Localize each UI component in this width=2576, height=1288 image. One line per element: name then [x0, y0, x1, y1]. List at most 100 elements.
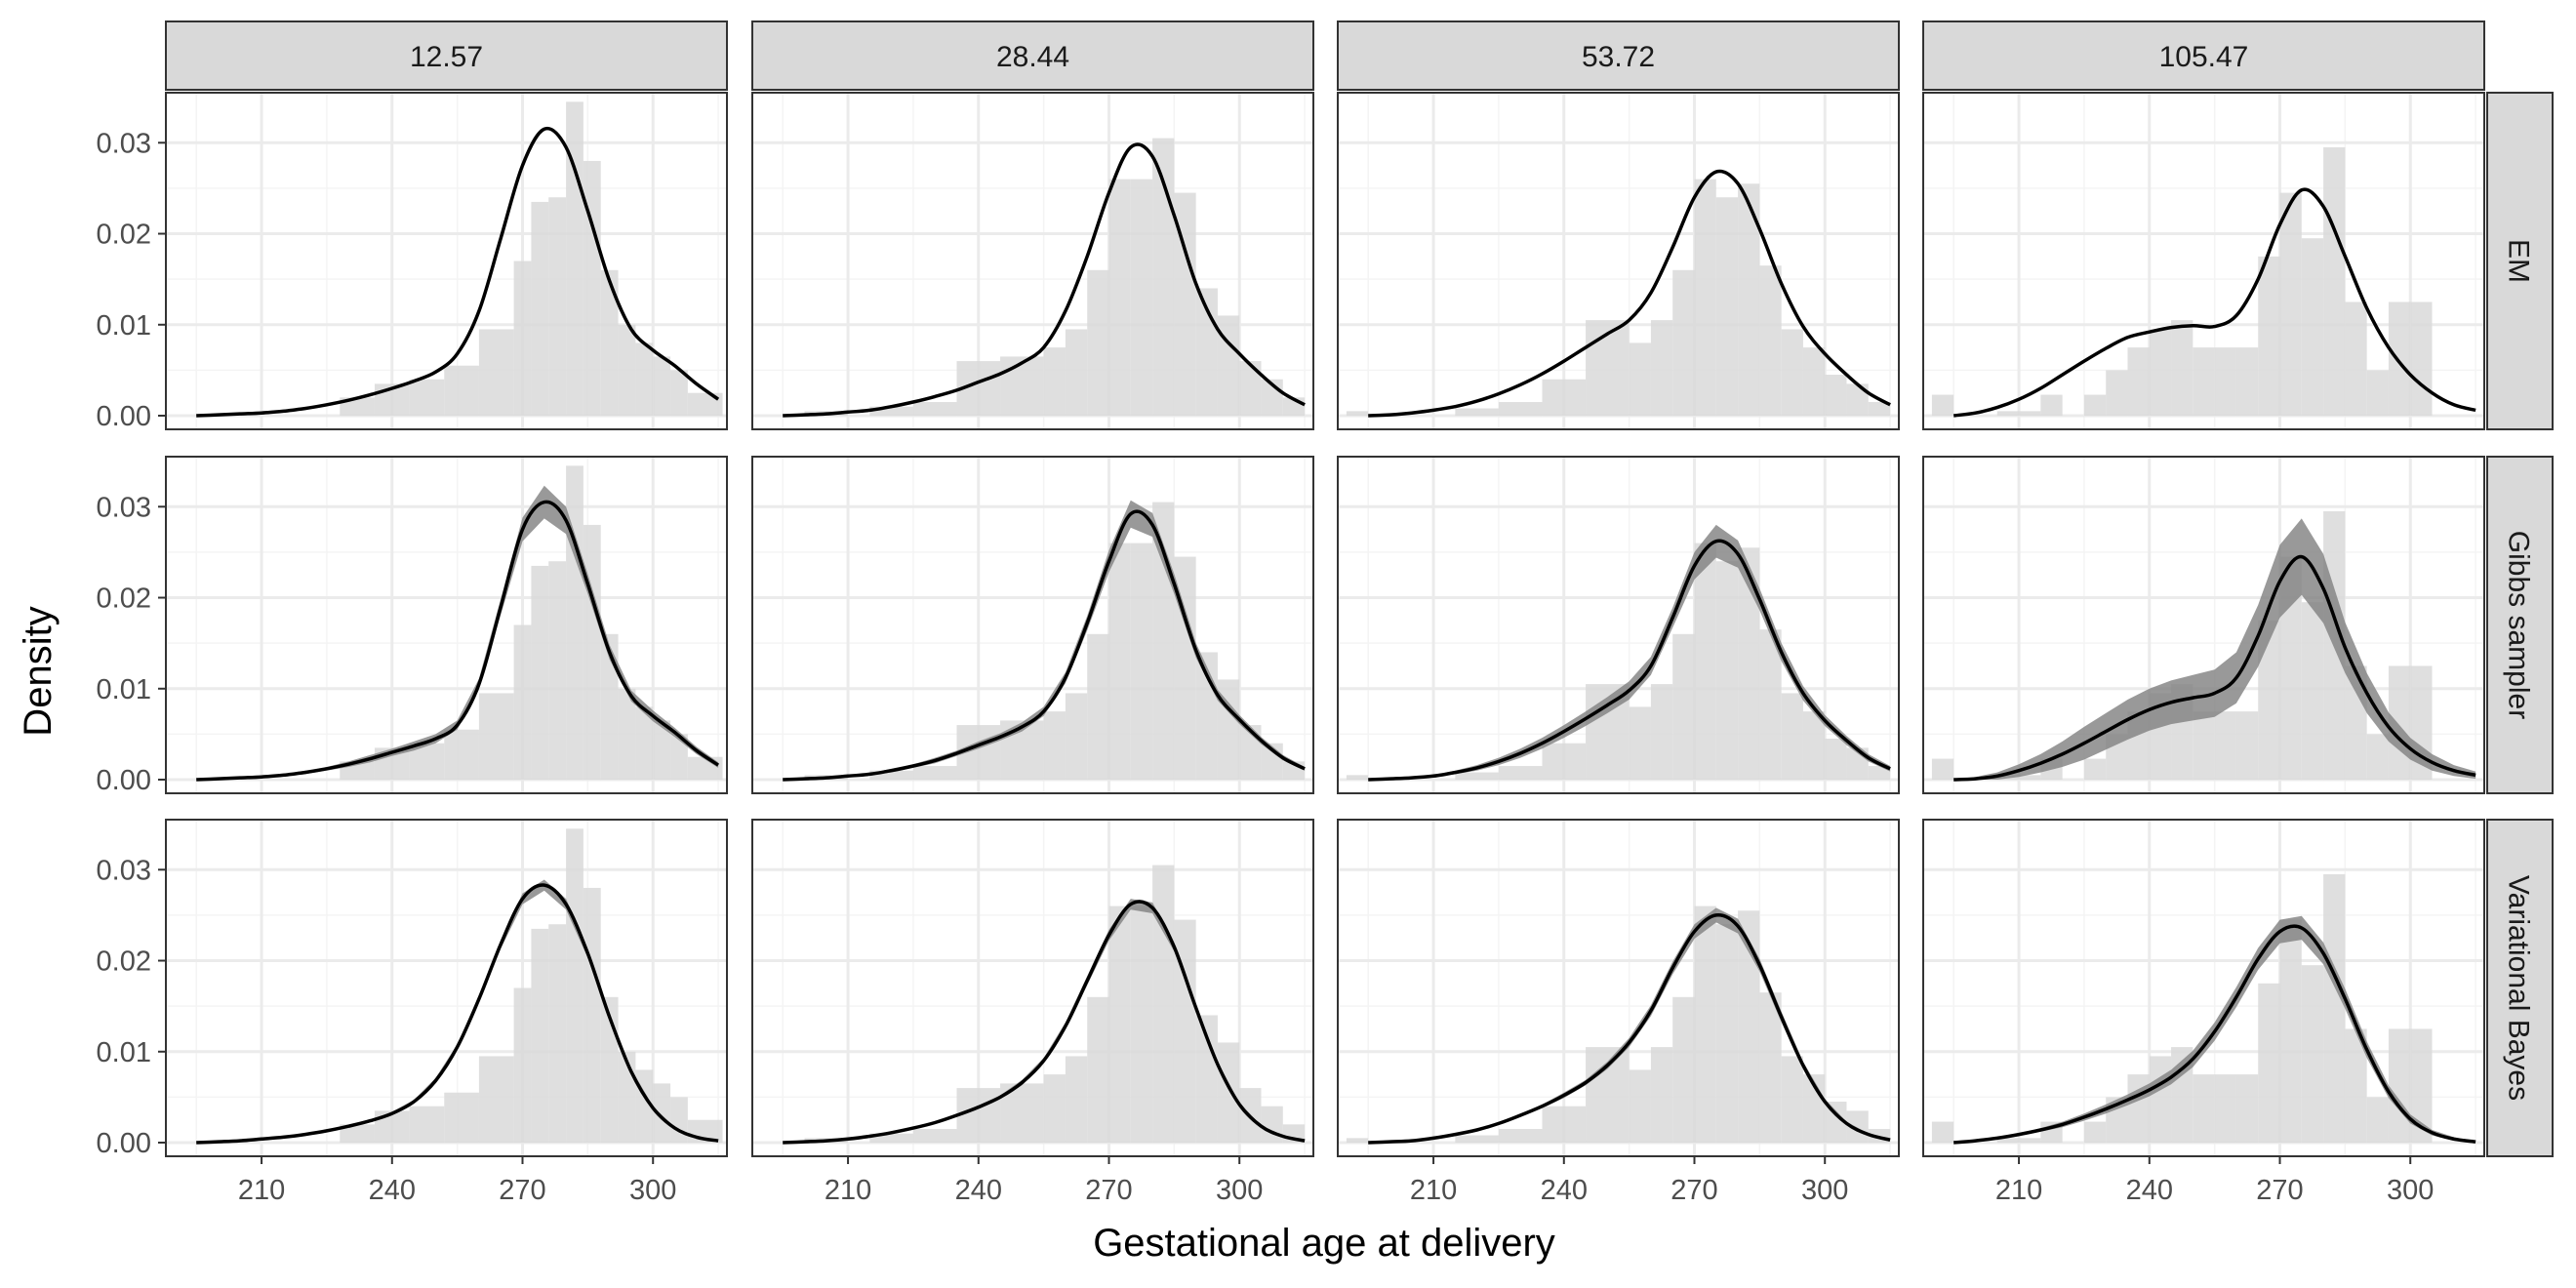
histogram-bar	[1108, 906, 1131, 1144]
histogram-bar	[1650, 684, 1673, 781]
histogram-bar	[1931, 758, 1954, 781]
histogram-bar	[1542, 743, 1587, 781]
histogram-bar	[531, 565, 549, 781]
x-tick-label: 300	[1216, 1175, 1263, 1206]
histogram-bar	[1868, 766, 1891, 781]
histogram-bar	[869, 406, 913, 417]
y-tick-label: 0.00	[97, 1128, 151, 1159]
histogram-bar	[1043, 347, 1066, 417]
panel-gibbs-sampler-105-47	[1923, 457, 2484, 793]
x-tick-label: 270	[1670, 1175, 1717, 1206]
histogram-bar	[1174, 919, 1196, 1144]
histogram-bar	[1043, 1074, 1066, 1144]
panel-border	[751, 456, 1314, 794]
strip-right-gibbs-sampler: Gibbs sampler	[2486, 456, 2554, 794]
histogram-bar	[956, 1088, 1001, 1144]
histogram-bar	[869, 1133, 913, 1144]
histogram-bar	[444, 1092, 479, 1144]
histogram-bar	[478, 693, 514, 781]
strip-label: 105.47	[2159, 41, 2249, 73]
histogram-bar	[2388, 302, 2411, 417]
histogram-bar	[2019, 775, 2041, 781]
histogram-bar	[1694, 543, 1716, 781]
histogram-bar	[1629, 342, 1651, 417]
histogram-bar	[1715, 924, 1739, 1144]
histogram-bar	[1846, 383, 1869, 417]
histogram-bar	[2019, 1138, 2041, 1144]
x-axis-title: Gestational age at delivery	[1093, 1222, 1555, 1265]
histogram-bar	[869, 770, 913, 781]
panel-gibbs-sampler-28-44	[752, 457, 1313, 793]
histogram-bar	[2171, 320, 2194, 417]
y-tick-label: 0.03	[97, 128, 151, 159]
histogram-bar	[1781, 1056, 1803, 1144]
axes-layer: 0.00 0.01 0.02 0.03 0.00 0.01 0.02 0.03 0.00 0.01…	[97, 128, 2435, 1206]
histogram-bar	[1846, 1110, 1869, 1144]
x-tick-label: 210	[238, 1175, 285, 1206]
histogram-bar	[1694, 179, 1716, 417]
histogram-bar	[1694, 906, 1716, 1144]
histogram-bar	[409, 1106, 445, 1144]
histogram-bar	[2366, 1097, 2389, 1144]
y-tick-label: 0.01	[97, 310, 151, 342]
histogram-bar	[1650, 320, 1673, 417]
panel-variational-bayes-12-57	[166, 820, 727, 1156]
panels-layer	[165, 92, 2485, 1157]
histogram-bar	[670, 734, 688, 781]
strip-label: EM	[2503, 239, 2535, 283]
histogram-bar	[1130, 543, 1153, 781]
histogram-bar	[1629, 706, 1651, 781]
y-tick-label: 0.00	[97, 401, 151, 432]
histogram-bar	[1130, 179, 1153, 417]
x-tick-label: 270	[2256, 1175, 2303, 1206]
histogram-bar	[513, 624, 532, 781]
histogram-bar	[531, 928, 549, 1144]
histogram-bar	[618, 688, 636, 781]
x-tick-label: 300	[629, 1175, 676, 1206]
y-tick-label: 0.02	[97, 946, 151, 978]
x-tick-label: 240	[1541, 1175, 1588, 1206]
panel-em-28-44	[752, 93, 1313, 429]
histogram-bar	[2106, 370, 2128, 417]
histogram-bar	[444, 729, 479, 781]
histogram-bar	[2019, 411, 2041, 417]
histogram-bar	[531, 201, 549, 417]
histogram-bar	[1629, 1069, 1651, 1144]
histogram-bar	[2193, 347, 2215, 417]
histogram-bar	[566, 465, 584, 781]
histogram-bar	[340, 1124, 375, 1144]
strip-top-28-44: 28.44	[751, 20, 1314, 91]
histogram-bar	[2410, 302, 2433, 417]
y-tick-label: 0.01	[97, 1037, 151, 1068]
histogram-bar	[2235, 347, 2259, 417]
histogram-bar	[2345, 1028, 2367, 1144]
panel-variational-bayes-105-47	[1923, 820, 2484, 1156]
histogram-bar	[444, 365, 479, 417]
strips-layer: 12.57 28.44 53.72 105.47 EM Gibbs sampler Vari…	[165, 20, 2554, 1157]
panel-em-105-47	[1923, 93, 2484, 429]
histogram-bar	[2149, 329, 2172, 417]
histogram-bar	[687, 392, 723, 417]
histogram-bar	[1108, 543, 1131, 781]
histogram-bar	[1931, 1121, 1954, 1144]
histogram-bar	[1759, 992, 1782, 1144]
histogram-bar	[1065, 1056, 1088, 1144]
histogram-bar	[1672, 996, 1695, 1144]
x-tick-label: 300	[1801, 1175, 1848, 1206]
histogram-bar	[2410, 1028, 2433, 1144]
panel-gibbs-sampler-12-57	[166, 457, 727, 793]
histogram-bar	[2235, 1074, 2259, 1144]
histogram-bar	[1715, 197, 1739, 417]
histogram-bar	[1868, 402, 1891, 417]
histogram-bar	[1346, 411, 1369, 417]
histogram-bar	[1715, 561, 1739, 781]
histogram-bar	[1738, 547, 1760, 781]
panel-border	[1337, 819, 1900, 1157]
histogram-bar	[2083, 394, 2107, 417]
histogram-bar	[2083, 758, 2107, 781]
histogram-bar	[1825, 375, 1847, 417]
histogram-bar	[1108, 179, 1131, 417]
histogram-bar	[1043, 711, 1066, 781]
density-curve	[196, 126, 720, 418]
density-curve	[783, 142, 1306, 418]
